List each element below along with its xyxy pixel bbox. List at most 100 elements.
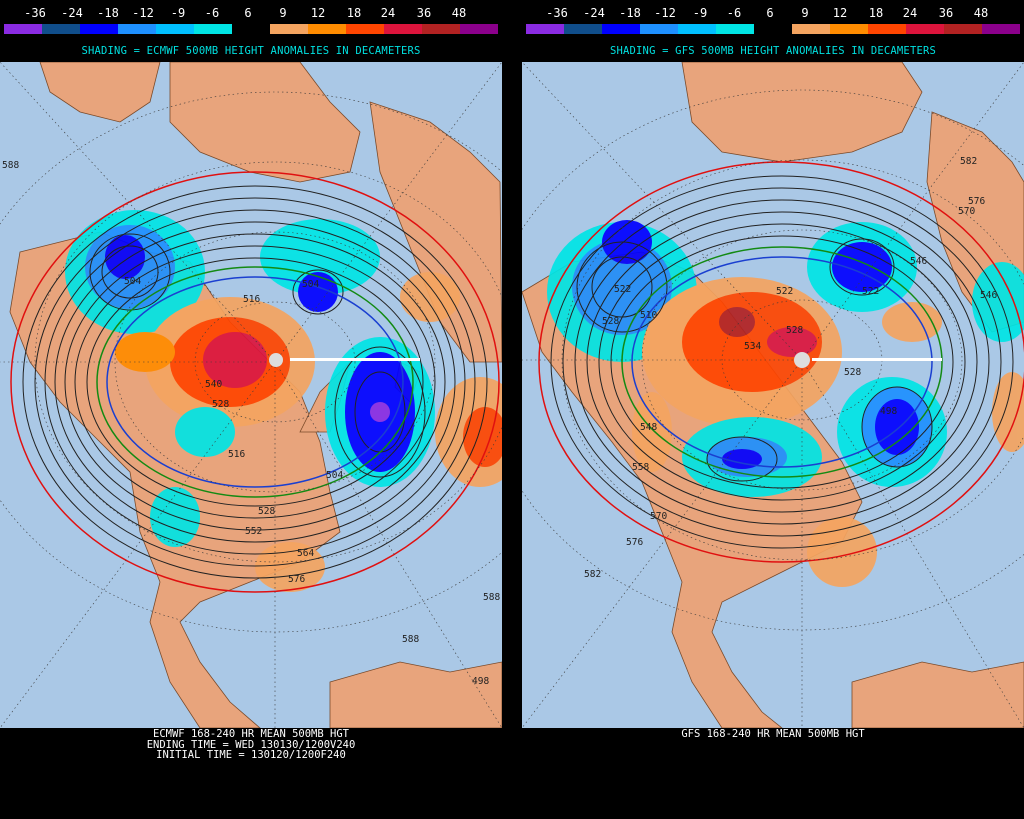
north-pole-marker [794, 352, 810, 368]
scale-label: 36 [938, 6, 954, 20]
contour-label: 510 [640, 310, 657, 321]
scale-swatch [602, 24, 640, 34]
contour-label: 528 [844, 367, 861, 378]
shading-title: SHADING = ECMWF 500MB HEIGHT ANOMALIES I… [81, 45, 421, 57]
ecmwf-panel: -36 -24 -18 -12 -9 -6 6 9 12 18 24 36 48… [0, 0, 502, 819]
contour-label: 588 [402, 634, 419, 645]
scale-label: 12 [310, 6, 326, 20]
contour-label: 528 [786, 325, 803, 336]
anomaly-scale-labels: -36 -24 -18 -12 -9 -6 6 9 12 18 24 36 48 [522, 5, 1024, 21]
contour-label: 528 [212, 399, 229, 410]
scale-swatch [80, 24, 118, 34]
caption-line: ECMWF 168-240 HR MEAN 500MB HGT [153, 728, 349, 740]
contour-label: 588 [2, 160, 19, 171]
contour-label: 576 [288, 574, 305, 585]
contour-label: 582 [584, 569, 601, 580]
height-contours [22, 185, 488, 579]
contour-552 [621, 246, 943, 478]
graticule [522, 62, 1024, 728]
scale-label: -12 [132, 6, 154, 20]
gfs-500mb-map: 522 510 528 534 522 528 528 548 582 576 … [522, 62, 1024, 728]
scale-label: 18 [868, 6, 884, 20]
scale-label: 48 [973, 6, 989, 20]
contour-label: 528 [602, 316, 619, 327]
contour-label: 498 [880, 406, 897, 417]
contour-label: 548 [640, 422, 657, 433]
contour-label: 528 [258, 506, 275, 517]
contour-label: 576 [626, 537, 643, 548]
contour-label: 540 [205, 379, 222, 390]
contour-label: 570 [958, 206, 975, 217]
contour-label: 516 [243, 294, 260, 305]
height-contours [550, 175, 1014, 549]
contour-label: 534 [744, 341, 761, 352]
scale-swatch [716, 24, 754, 34]
contour-label: 558 [632, 462, 649, 473]
scale-label: 48 [451, 6, 467, 20]
contour-label: 522 [776, 286, 793, 297]
scale-swatch [156, 24, 194, 34]
caption-line: INITIAL TIME = 130120/1200F240 [156, 749, 346, 761]
scale-swatch [754, 24, 792, 34]
contour-552 [96, 266, 414, 498]
anomaly-scale-labels: -36 -24 -18 -12 -9 -6 6 9 12 18 24 36 48 [0, 5, 502, 21]
contour-576 [10, 171, 500, 593]
scale-label: -18 [97, 6, 119, 20]
contour-label: 546 [910, 256, 927, 267]
scale-label: -18 [619, 6, 641, 20]
caption-line: GFS 168-240 HR MEAN 500MB HGT [681, 728, 865, 740]
scale-swatch [384, 24, 422, 34]
land [522, 62, 1024, 728]
scale-label: 36 [416, 6, 432, 20]
scale-label: 9 [801, 6, 809, 20]
contour-label: 570 [650, 511, 667, 522]
scale-swatch [944, 24, 982, 34]
scale-swatch [868, 24, 906, 34]
scale-swatch [270, 24, 308, 34]
contour-label: 564 [297, 548, 314, 559]
anomaly-shading [547, 220, 1024, 587]
scale-label: -9 [170, 6, 186, 20]
anomaly-color-scale [4, 24, 498, 34]
seam-line [812, 358, 942, 361]
scale-swatch [982, 24, 1020, 34]
contour-labels: 522 510 528 534 522 528 528 548 582 576 … [584, 156, 997, 580]
scale-label: 6 [766, 6, 774, 20]
graticule [0, 62, 502, 728]
scale-swatch [118, 24, 156, 34]
scale-swatch [906, 24, 944, 34]
contour-576 [538, 161, 1024, 563]
contour-label: 582 [960, 156, 977, 167]
scale-label: 6 [244, 6, 252, 20]
scale-swatch [308, 24, 346, 34]
anomaly-color-scale [526, 24, 1020, 34]
scale-label: -36 [546, 6, 568, 20]
contour-540 [106, 276, 404, 488]
contour-label: 576 [968, 196, 985, 207]
contour-label: 504 [326, 470, 343, 481]
scale-label: -6 [204, 6, 220, 20]
scale-swatch [460, 24, 498, 34]
scale-label: 24 [902, 6, 918, 20]
scale-label: -24 [61, 6, 83, 20]
scale-label: 24 [380, 6, 396, 20]
scale-swatch [4, 24, 42, 34]
scale-label: -24 [583, 6, 605, 20]
ecmwf-500mb-map: 504 516 540 528 504 516 528 552 564 576 … [0, 62, 502, 728]
scale-label: 12 [832, 6, 848, 20]
scale-swatch [194, 24, 232, 34]
contour-label: 522 [862, 286, 879, 297]
scale-label: -6 [726, 6, 742, 20]
shading-title: SHADING = GFS 500MB HEIGHT ANOMALIES IN … [609, 45, 937, 57]
seam-line [290, 358, 420, 361]
contour-label: 498 [472, 676, 489, 687]
contour-labels: 504 516 540 528 504 516 528 552 564 576 … [2, 160, 500, 687]
contour-label: 546 [980, 290, 997, 301]
contour-label: 504 [124, 276, 141, 287]
contour-label: 522 [614, 284, 631, 295]
scale-swatch [678, 24, 716, 34]
map-caption: GFS 168-240 HR MEAN 500MB HGT [522, 729, 1024, 740]
caption-line: ENDING TIME = WED 130130/1200V240 [146, 738, 356, 751]
contour-label: 552 [245, 526, 262, 537]
scale-label: -9 [692, 6, 708, 20]
